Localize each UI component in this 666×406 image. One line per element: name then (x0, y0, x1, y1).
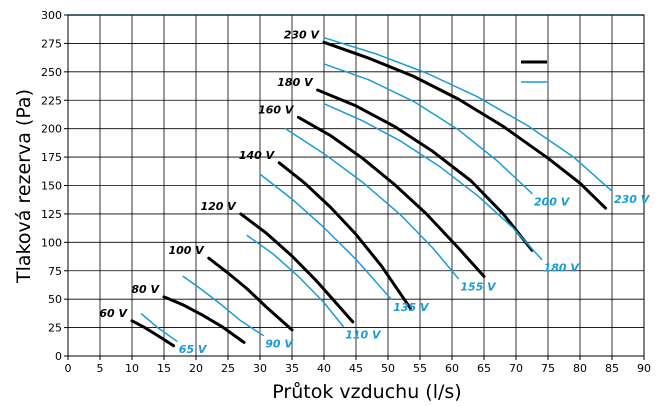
series-label-blue-180v: 180 V (544, 261, 581, 274)
series-blue-135v (259, 173, 392, 300)
x-tick-label: 80 (573, 362, 587, 375)
y-tick-label: 50 (48, 293, 62, 306)
series-black-80v (162, 295, 246, 344)
y-tick-label: 175 (41, 151, 62, 164)
x-tick-label: 25 (221, 362, 235, 375)
y-axis-title: Tlaková rezerva (Pa) (13, 89, 35, 284)
y-tick-label: 150 (41, 180, 62, 193)
grid (67, 14, 645, 357)
y-tick-label: 100 (41, 236, 62, 249)
series-blue-110v (246, 234, 344, 328)
x-tick-label: 35 (285, 362, 299, 375)
series-black-120v (239, 212, 355, 324)
series-black-180v (316, 88, 534, 252)
series-label-blue-110v: 110 V (345, 328, 382, 341)
series-blue-200v (323, 63, 533, 195)
x-tick-label: 55 (413, 362, 427, 375)
y-tick-label: 200 (41, 123, 62, 136)
series-label-black-140v: 140 V (239, 149, 276, 162)
x-tick-label: 15 (157, 362, 171, 375)
series-label-blue-90v: 90 V (265, 338, 294, 351)
series-label-black-100v: 100 V (168, 244, 205, 257)
x-tick-label: 5 (97, 362, 104, 375)
series-label-black-230v: 230 V (284, 28, 321, 41)
y-tick-label: 25 (48, 322, 62, 335)
x-tick-label: 65 (477, 362, 491, 375)
series-black-100v (207, 256, 294, 332)
series-label-blue-155v: 155 V (460, 281, 497, 294)
x-tick-label: 30 (253, 362, 267, 375)
x-tick-label: 60 (445, 362, 459, 375)
series-blue-180v (323, 102, 543, 261)
series-label-black-160v: 160 V (258, 103, 295, 116)
series-blue-230v (323, 36, 613, 192)
y-tick-label: 125 (41, 208, 62, 221)
series-label-black-120v: 120 V (200, 200, 237, 213)
series-label-blue-230v: 230 V (614, 193, 651, 206)
axis-ticks: 0 5 10 15 20 25 30 35 40 45 50 55 60 65 70 75 80 85 90 0 25 5… (41, 9, 651, 375)
x-tick-label: 75 (541, 362, 555, 375)
x-axis-title: Průtok vzduchu (l/s) (272, 381, 461, 403)
x-tick-label: 0 (65, 362, 72, 375)
x-tick-label: 90 (637, 362, 651, 375)
series-label-black-60v: 60 V (99, 307, 128, 320)
series-black-140v (277, 161, 412, 310)
y-tick-label: 75 (48, 265, 62, 278)
x-tick-label: 20 (189, 362, 203, 375)
series-label-blue-65v: 65 V (179, 343, 208, 356)
x-tick-label: 85 (605, 362, 619, 375)
series-blue-65v (140, 313, 178, 342)
series-label-blue-135v: 135 V (393, 301, 430, 314)
series-labels: 60 V80 V 100 V 120 V 140 V 160 V 180 V 230 V 65… (99, 28, 650, 356)
series-blue-155v (284, 127, 460, 280)
series-label-blue-200v: 200 V (534, 195, 571, 208)
legend (521, 60, 547, 83)
x-tick-label: 70 (509, 362, 523, 375)
y-tick-label: 0 (55, 350, 62, 363)
x-tick-label: 10 (125, 362, 139, 375)
series-label-black-80v: 80 V (131, 283, 160, 296)
series-curves (130, 36, 613, 348)
series-label-black-180v: 180 V (277, 76, 314, 89)
x-tick-label: 40 (317, 362, 331, 375)
x-tick-label: 50 (381, 362, 395, 375)
series-black-60v (130, 319, 176, 348)
series-black-160v (296, 115, 486, 278)
y-tick-label: 300 (41, 9, 62, 22)
y-tick-label: 275 (41, 37, 62, 50)
y-tick-label: 225 (41, 94, 62, 107)
y-tick-label: 250 (41, 66, 62, 79)
series-black-230v (322, 40, 608, 210)
x-tick-label: 45 (349, 362, 363, 375)
series-blue-90v (182, 275, 264, 337)
